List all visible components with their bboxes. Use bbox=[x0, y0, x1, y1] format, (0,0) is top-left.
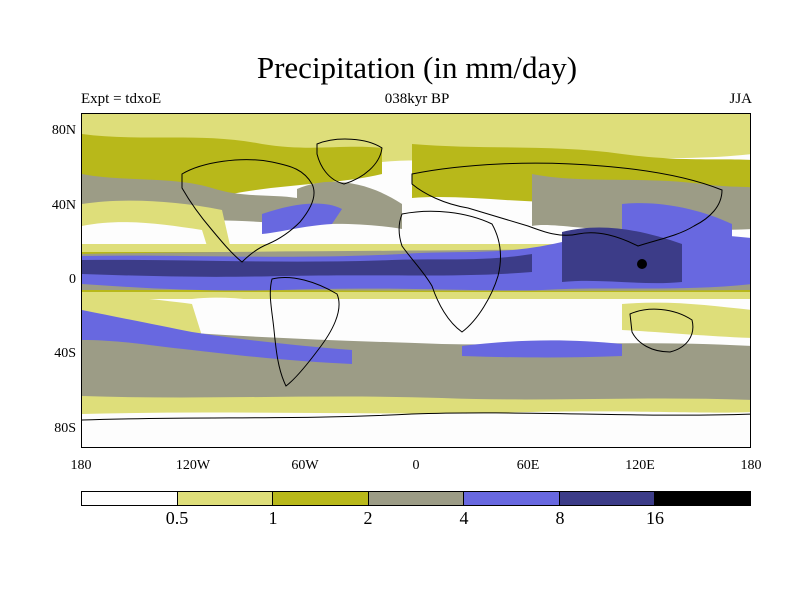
coastlines bbox=[82, 138, 750, 421]
colorbar-swatch-6 bbox=[655, 492, 751, 505]
x-tick-0: 0 bbox=[412, 458, 420, 473]
colorbar-swatch-3 bbox=[368, 492, 465, 505]
antarctic-white bbox=[82, 411, 750, 447]
colorbar-swatch-2 bbox=[273, 492, 369, 505]
south-america-coast bbox=[269, 276, 340, 387]
colorbar-label-1: 1 bbox=[268, 508, 278, 528]
x-tick-120e: 120E bbox=[625, 458, 655, 473]
colorbar-label-2: 2 bbox=[363, 508, 373, 528]
y-tick-40s: 40S bbox=[54, 346, 76, 361]
precipitation-map bbox=[81, 113, 751, 448]
colorbar-label-8: 8 bbox=[555, 508, 565, 528]
south-indian-blue bbox=[462, 340, 622, 358]
antarctica-coast bbox=[82, 412, 750, 421]
period-label: 038kyr BP bbox=[384, 91, 450, 107]
eurasia-coast bbox=[411, 162, 723, 247]
season-label: JJA bbox=[729, 91, 752, 107]
x-tick-60w: 60W bbox=[291, 458, 319, 473]
y-tick-80n: 80N bbox=[51, 123, 76, 138]
x-tick-180-left: 180 bbox=[70, 458, 92, 473]
greenland-coast bbox=[316, 138, 383, 185]
plot-title: Precipitation (in mm/day) bbox=[256, 50, 578, 85]
x-tick-180-right: 180 bbox=[740, 458, 762, 473]
maritime-peak bbox=[637, 259, 647, 269]
colorbar-label-4: 4 bbox=[459, 508, 469, 528]
experiment-label: Expt = tdxoE bbox=[81, 91, 162, 107]
indian-white bbox=[502, 301, 622, 327]
itcz-dark bbox=[82, 254, 532, 277]
north-america-coast bbox=[181, 159, 315, 263]
colorbar-swatch-1 bbox=[177, 492, 274, 505]
south-indian-yellow bbox=[622, 302, 750, 338]
y-tick-0: 0 bbox=[69, 272, 76, 287]
australia-coast bbox=[629, 308, 694, 353]
y-tick-40n: 40N bbox=[51, 198, 76, 213]
colorbar-swatch-5 bbox=[559, 492, 656, 505]
colorbar-swatch-4 bbox=[464, 492, 560, 505]
x-tick-120w: 120W bbox=[175, 458, 211, 473]
north-pacific-white bbox=[82, 222, 207, 250]
colorbar bbox=[81, 491, 751, 506]
africa-coast bbox=[398, 210, 501, 333]
y-tick-80s: 80S bbox=[54, 421, 76, 436]
colorbar-label-0-5: 0.5 bbox=[165, 508, 189, 528]
south-atlantic-white bbox=[332, 302, 462, 342]
map-canvas bbox=[82, 114, 750, 447]
colorbar-swatch-0 bbox=[82, 492, 178, 505]
colorbar-label-16: 16 bbox=[646, 508, 664, 528]
south-blue-band bbox=[82, 310, 352, 364]
x-tick-60e: 60E bbox=[516, 458, 540, 473]
